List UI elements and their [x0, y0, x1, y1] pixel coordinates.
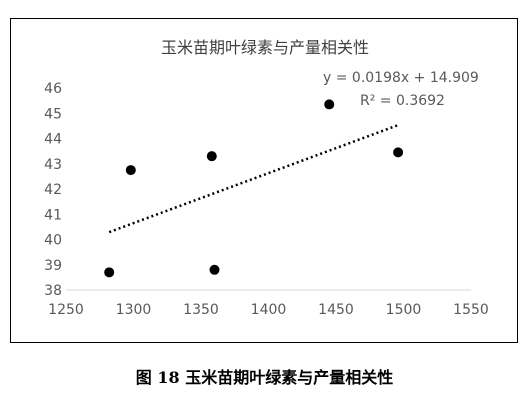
r-squared-label: R² = 0.3692: [360, 93, 445, 109]
data-point: [393, 147, 404, 158]
y-tick-label: 46: [44, 81, 62, 97]
y-tick-label: 39: [44, 258, 62, 274]
trendline: [108, 123, 399, 234]
data-points: [104, 99, 404, 278]
chart-title: 玉米苗期叶绿素与产量相关性: [161, 38, 369, 57]
y-tick-label: 42: [44, 182, 62, 198]
x-tick-label: 1550: [453, 302, 489, 318]
x-tick-label: 1500: [386, 302, 422, 318]
y-tick-label: 43: [44, 157, 62, 173]
chart-frame: 玉米苗期叶绿素与产量相关性 38 39 40 41 42 43 44 45 46 1250 130…: [10, 18, 518, 343]
scatter-chart: 玉米苗期叶绿素与产量相关性 38 39 40 41 42 43 44 45 46 1250 130…: [44, 38, 489, 318]
y-axis-tick-labels: 38 39 40 41 42 43 44 45 46: [44, 81, 62, 299]
x-tick-label: 1250: [48, 302, 84, 318]
y-tick-label: 41: [44, 207, 62, 223]
trendline-equation-label: y = 0.0198x + 14.909: [323, 70, 479, 86]
x-tick-label: 1300: [116, 302, 152, 318]
x-tick-label: 1450: [318, 302, 354, 318]
data-point: [125, 165, 136, 176]
y-tick-label: 38: [44, 283, 62, 299]
data-point: [206, 151, 217, 162]
y-tick-label: 44: [44, 132, 62, 148]
x-axis-tick-labels: 1250 1300 1350 1400 1450 1500 1550: [48, 302, 489, 318]
y-tick-label: 45: [44, 106, 62, 122]
x-tick-label: 1400: [251, 302, 287, 318]
data-point: [324, 99, 335, 110]
data-point: [209, 264, 220, 275]
figure-caption: 图 18 玉米苗期叶绿素与产量相关性: [135, 368, 394, 387]
data-point: [104, 267, 115, 278]
x-tick-label: 1350: [183, 302, 219, 318]
y-tick-label: 40: [44, 233, 62, 249]
